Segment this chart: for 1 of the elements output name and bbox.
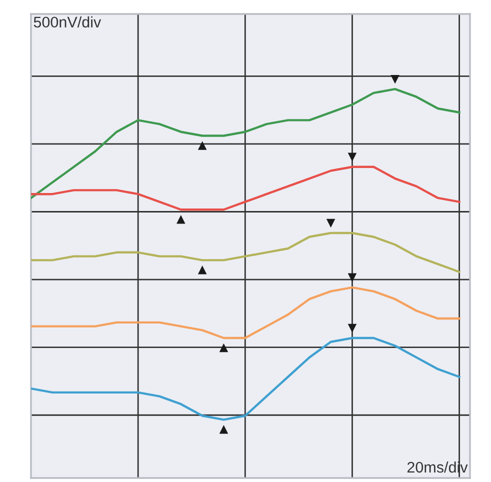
text: 500nV/div	[34, 16, 102, 28]
